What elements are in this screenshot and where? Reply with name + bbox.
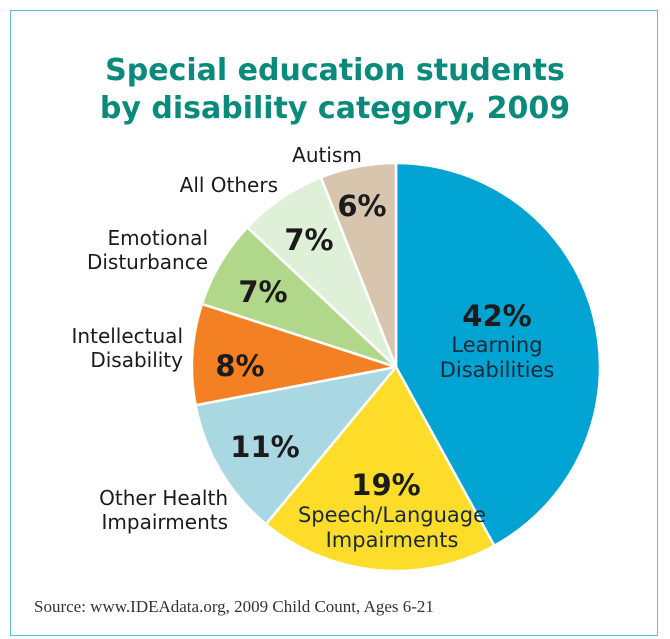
slice-category-label-line: Autism [292,143,362,167]
pie-slice-other-health-impairments [194,365,398,526]
slice-value-label-learning-disabilities: 42% [462,299,531,333]
slice-category-label-line: Learning [451,333,542,357]
slice-category-label-line: Impairments [326,528,459,552]
pie-slice-intellectual-disability [190,302,398,407]
slice-category-label-line: Disabilities [440,358,555,382]
slice-category-label-line: Emotional [108,226,208,250]
slice-value-label-autism: 6% [337,189,386,223]
slice-value-label-speech-language-impairments: 19% [351,468,420,502]
slice-category-label-line: Disability [90,348,183,372]
slice-category-label-intellectual-disability: Intellectual Disability [72,324,184,372]
slice-category-label-other-health-impairments: Other Health Impairments [99,486,228,534]
slice-category-label-line: Speech/Language [298,503,486,527]
chart-title-line-2: by disability category, 2009 [99,91,571,126]
chart-title: Special education students by disability… [0,52,670,128]
slice-category-label-autism: Autism [292,143,362,167]
slice-value-label-all-others: 7% [284,223,333,257]
slice-category-label-line: All Others [180,173,278,197]
slice-category-label-line: Impairments [102,510,228,534]
chart-title-line-1: Special education students [105,53,565,88]
slice-category-label-emotional-disturbance: Emotional Disturbance [87,226,208,274]
source-note: Source: www.IDEAdata.org, 2009 Child Cou… [34,597,434,616]
pie-slice-speech-language-impairments [264,365,496,573]
slice-category-label-line: Other Health [99,486,228,510]
slice-category-label-all-others: All Others [180,173,278,197]
slice-category-label-speech-language-impairments: Speech/Language Impairments [298,503,486,552]
slice-value-label-emotional-disturbance: 7% [238,275,287,309]
pie-slice-autism [319,161,398,369]
slice-category-label-line: Disturbance [87,250,208,274]
slice-value-label-intellectual-disability: 8% [215,349,264,383]
pie-slice-learning-disabilities [394,161,602,548]
slice-category-label-line: Intellectual [72,324,183,348]
slice-category-label-learning-disabilities: Learning Disabilities [440,333,555,382]
slice-value-label-other-health-impairments: 11% [230,430,299,464]
